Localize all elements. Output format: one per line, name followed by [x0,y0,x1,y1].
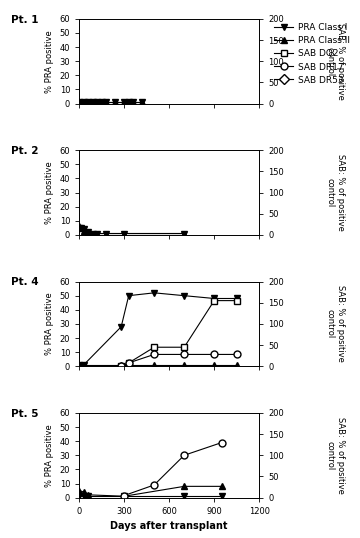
Y-axis label: SAB: % of positive
control: SAB: % of positive control [326,154,345,231]
X-axis label: Days after transplant: Days after transplant [111,521,228,531]
Text: Pt. 1: Pt. 1 [11,15,38,25]
Text: Pt. 2: Pt. 2 [11,146,38,156]
Y-axis label: SAB: % of positive
control: SAB: % of positive control [326,23,345,100]
Text: Pt. 4: Pt. 4 [11,277,39,287]
Y-axis label: % PRA positive: % PRA positive [45,293,54,355]
Text: Pt. 5: Pt. 5 [11,409,38,419]
Y-axis label: SAB: % of positive
control: SAB: % of positive control [326,286,345,363]
Y-axis label: SAB: % of positive
control: SAB: % of positive control [326,417,345,494]
Legend: PRA Class I, PRA Class II, SAB DQ2, SAB DR17, SAB DR53: PRA Class I, PRA Class II, SAB DQ2, SAB … [271,20,353,87]
Y-axis label: % PRA positive: % PRA positive [45,161,54,224]
Y-axis label: % PRA positive: % PRA positive [45,30,54,93]
Y-axis label: % PRA positive: % PRA positive [45,424,54,487]
